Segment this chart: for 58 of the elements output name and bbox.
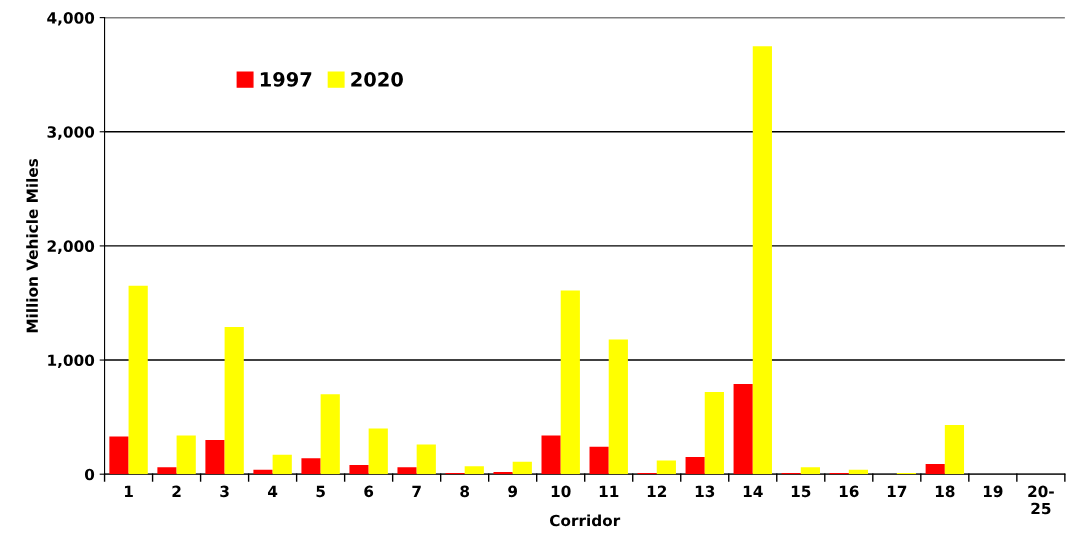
y-tick-label: 2,000 [47, 240, 95, 254]
bar [224, 326, 244, 475]
bar [272, 454, 292, 475]
bar [109, 436, 129, 475]
bar [493, 471, 513, 475]
legend-label: 2020 [351, 71, 403, 87]
x-tick-label: 4 [267, 485, 278, 497]
x-tick-label: 2 [172, 485, 181, 497]
bar [349, 465, 369, 475]
x-tick-label: 11 [599, 485, 619, 497]
bar [608, 339, 628, 475]
x-tick-label: 16 [839, 485, 859, 498]
bar [589, 446, 609, 475]
x-tick-label: 19 [983, 485, 1003, 498]
x-tick-label: 6 [364, 485, 374, 498]
bar [157, 467, 177, 475]
x-tick-label: 5 [316, 485, 325, 498]
bar [704, 392, 724, 475]
x-tick-label: 17 [887, 485, 907, 497]
bar [560, 290, 580, 475]
bar [752, 46, 772, 475]
x-axis-title: Corridor [549, 514, 621, 527]
y-axis-title: Million Vehicle Miles [26, 158, 39, 333]
bar [685, 457, 705, 475]
x-tick-label: 12 [647, 485, 667, 497]
bar [253, 469, 273, 475]
bar [205, 439, 225, 475]
bar [541, 435, 561, 475]
x-tick-label: 18 [935, 485, 955, 498]
bar [656, 460, 676, 475]
bar [176, 435, 196, 475]
bar [800, 467, 820, 475]
bar [128, 285, 148, 475]
x-tick-label: 8 [460, 485, 470, 498]
y-tick-label: 4,000 [47, 12, 95, 26]
x-tick-label: 15 [791, 485, 811, 498]
bar [464, 466, 484, 475]
bar [416, 444, 436, 475]
x-tick-label: 20- 25 [1028, 485, 1054, 515]
x-tick-label: 14 [743, 485, 763, 497]
bar [733, 384, 753, 475]
x-tick-label: 7 [412, 485, 421, 497]
x-tick-label: 9 [508, 485, 518, 498]
bar [368, 428, 388, 475]
bar [944, 425, 965, 475]
x-tick-label: 13 [695, 485, 715, 498]
bar [925, 463, 945, 475]
bar [512, 461, 532, 475]
x-tick-label: 1 [124, 485, 133, 497]
bar [320, 394, 340, 475]
y-tick-label: 1,000 [48, 354, 95, 369]
bar [397, 467, 417, 475]
x-tick-label: 10 [551, 485, 571, 498]
bar [301, 458, 321, 475]
legend-label: 1997 [260, 72, 312, 87]
y-tick-label: 0 [84, 468, 95, 481]
x-tick-label: 3 [220, 485, 229, 498]
y-tick-label: 3,000 [47, 126, 95, 140]
